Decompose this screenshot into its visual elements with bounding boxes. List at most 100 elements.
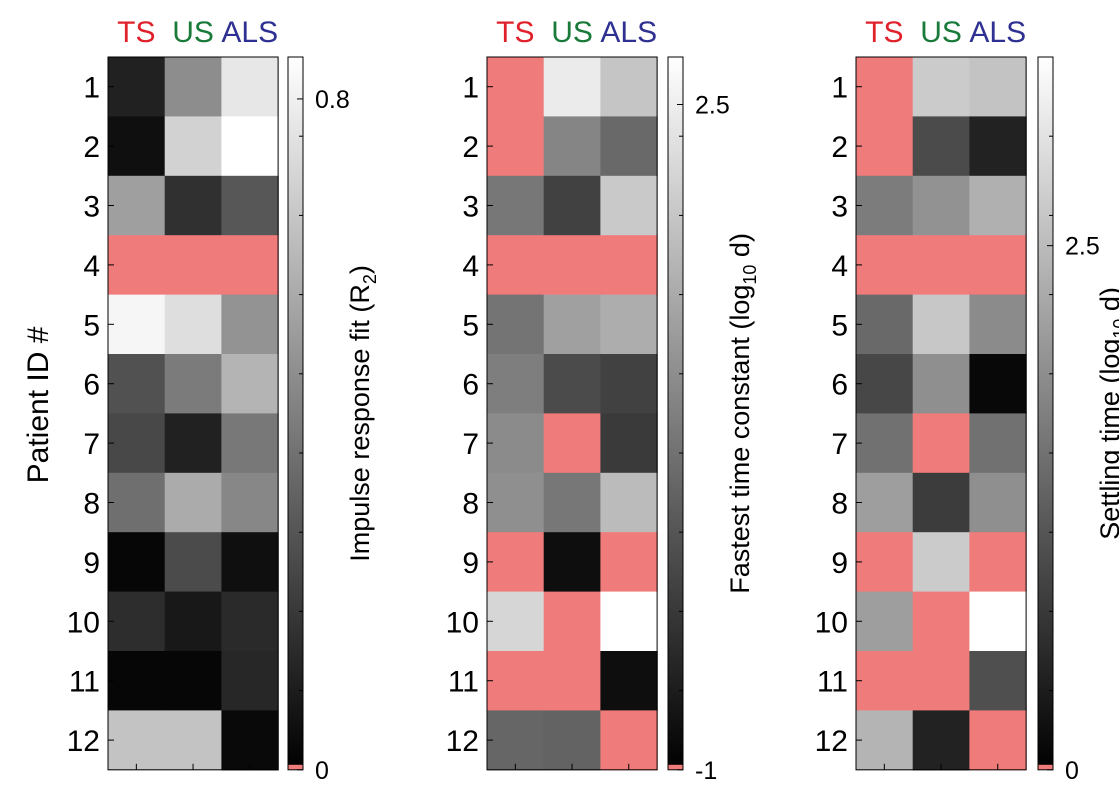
heatmap-cell — [600, 354, 658, 414]
colorbar-frame — [667, 56, 684, 771]
heatmap-cell — [969, 651, 1027, 711]
heatmap-cell — [969, 472, 1027, 533]
heatmap-cell — [221, 175, 279, 236]
heatmap-cell — [221, 472, 279, 533]
heatmap-cell — [108, 413, 166, 474]
heatmap-cell — [221, 710, 279, 771]
colorbar — [1038, 57, 1053, 770]
heatmap-cell — [912, 57, 970, 117]
row-label: 4 — [83, 250, 100, 283]
heatmap-cell — [912, 116, 970, 177]
row-label: 2 — [462, 131, 479, 164]
heatmap-cell — [912, 651, 970, 711]
heatmap-cell — [600, 591, 658, 652]
heatmap-cell — [164, 354, 222, 414]
heatmap-cell — [543, 354, 601, 414]
row-label: 11 — [817, 666, 848, 699]
heatmap-cell — [164, 175, 222, 236]
row-label: 3 — [831, 191, 848, 224]
row-label: 7 — [831, 428, 848, 461]
heatmap-cell — [856, 175, 914, 236]
heatmap-cell — [487, 354, 545, 414]
row-label: 10 — [67, 606, 100, 639]
row-label: 4 — [462, 250, 479, 283]
row-label: 6 — [83, 369, 100, 402]
heatmap-cell — [108, 116, 166, 177]
row-label: 5 — [83, 309, 100, 342]
heatmap-cell — [487, 413, 545, 474]
heatmap-cell — [108, 175, 166, 236]
heatmap-cell — [856, 532, 914, 593]
row-label: 5 — [831, 309, 848, 342]
colorbar-label: Impulse response fit (R2) — [345, 265, 380, 562]
heatmap-cell — [969, 354, 1027, 414]
heatmap-cell — [600, 116, 658, 177]
heatmap-cell — [856, 235, 914, 296]
colorbar — [668, 57, 683, 770]
colorbar — [288, 57, 303, 770]
row-label: 8 — [831, 488, 848, 521]
column-header-us: US — [551, 16, 593, 49]
heatmap-cell — [912, 591, 970, 652]
row-label: 11 — [69, 666, 100, 699]
heatmap-cell — [543, 294, 601, 355]
heatmap-cell — [912, 235, 970, 296]
heatmap-cell — [600, 472, 658, 533]
row-label: 12 — [446, 725, 479, 758]
heatmap-cell — [221, 591, 279, 652]
colorbar-missing-swatch — [668, 764, 683, 770]
heatmap-cell — [221, 294, 279, 355]
heatmap-cell — [108, 354, 166, 414]
heatmap-cell — [487, 591, 545, 652]
row-label: 1 — [831, 72, 848, 105]
row-label: 8 — [462, 488, 479, 521]
row-label: 7 — [462, 428, 479, 461]
heatmap-cell — [912, 294, 970, 355]
column-header-ts: TS — [865, 16, 903, 49]
heatmap-cell — [600, 413, 658, 474]
heatmap-cell — [487, 175, 545, 236]
heatmap-cell — [543, 57, 601, 117]
column-header-als: ALS — [221, 16, 278, 49]
heatmap-cell — [969, 591, 1027, 652]
row-label: 7 — [83, 428, 100, 461]
heatmap-cell — [543, 116, 601, 177]
heatmap-cell — [600, 175, 658, 236]
heatmap-cell — [108, 651, 166, 711]
row-label: 9 — [462, 547, 479, 580]
row-label: 6 — [462, 369, 479, 402]
row-label: 3 — [83, 191, 100, 224]
colorbar-tick-label: 0.8 — [315, 86, 350, 114]
heatmap-cell — [912, 532, 970, 593]
row-label: 12 — [815, 725, 848, 758]
heatmap-cell — [221, 651, 279, 711]
colorbar-label: Settling time (log10 d) — [1095, 287, 1119, 540]
heatmap-cell — [108, 591, 166, 652]
row-label: 2 — [83, 131, 100, 164]
heatmap-cell — [164, 472, 222, 533]
heatmap-cell — [221, 116, 279, 177]
heatmap-cell — [543, 532, 601, 593]
colorbar-tick-label: 2.5 — [1065, 233, 1100, 261]
heatmap-cell — [912, 175, 970, 236]
heatmap-cell — [221, 57, 279, 117]
heatmap-cell — [543, 472, 601, 533]
heatmap-cell — [108, 710, 166, 771]
heatmap-cell — [164, 532, 222, 593]
row-label: 9 — [831, 547, 848, 580]
heatmap-cell — [487, 57, 545, 117]
heatmap-cell — [600, 235, 658, 296]
column-header-us: US — [920, 16, 962, 49]
heatmap-cell — [600, 57, 658, 117]
heatmap-cell — [969, 175, 1027, 236]
row-label: 12 — [67, 725, 100, 758]
heatmap-cell — [856, 651, 914, 711]
heatmap-cell — [912, 354, 970, 414]
row-label: 4 — [831, 250, 848, 283]
row-label: 1 — [462, 72, 479, 105]
colorbar-frame — [287, 56, 304, 771]
heatmap-cell — [912, 710, 970, 771]
heatmap-cell — [487, 472, 545, 533]
heatmap-cell — [108, 57, 166, 117]
